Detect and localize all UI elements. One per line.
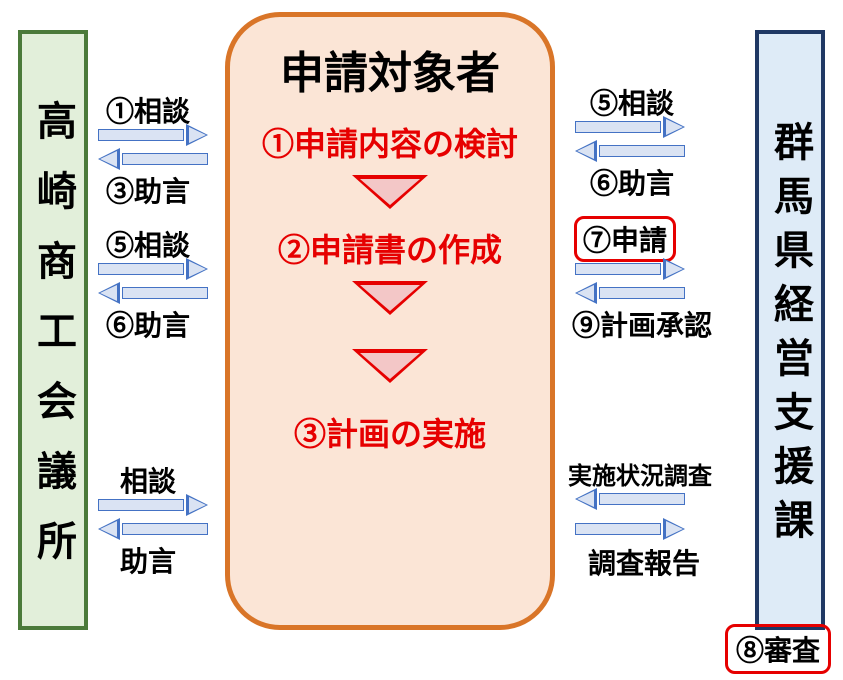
arrow-right-icon xyxy=(575,520,685,538)
down-arrow-icon xyxy=(352,281,428,315)
left-org-box: 高崎商工会議所 xyxy=(18,30,88,630)
right-label-2-top: ⑦申請 xyxy=(574,216,676,262)
arrow-left-icon xyxy=(575,490,685,508)
left-label-3-bottom: 助言 xyxy=(120,540,176,580)
down-arrow-icon xyxy=(352,175,428,209)
center-applicant-box: 申請対象者 ①申請内容の検討 ②申請書の作成 ③計画の実施 xyxy=(225,12,555,630)
right-label-3-top: 実施状況調査 xyxy=(568,456,712,491)
right-label-1-top: ⑤相談 xyxy=(590,82,674,122)
left-label-1-top: ①相談 xyxy=(106,90,190,130)
left-org-label: 高崎商工会議所 xyxy=(24,70,82,590)
down-arrow-icon xyxy=(352,349,428,383)
center-step-2: ②申請書の作成 xyxy=(278,225,502,271)
left-label-1-bottom: ③助言 xyxy=(106,170,190,210)
left-label-3-top: 相談 xyxy=(120,460,176,500)
left-label-2-bottom: ⑥助言 xyxy=(106,304,190,344)
arrow-right-icon xyxy=(575,260,685,278)
arrow-right-icon xyxy=(98,260,208,278)
center-step-1: ①申請内容の検討 xyxy=(262,119,518,165)
arrow-left-icon xyxy=(575,142,685,160)
right-org-label: 群馬県経営支援課 xyxy=(761,107,819,553)
right-label-2-bottom: ⑨計画承認 xyxy=(572,304,712,344)
right-org-box: 群馬県経営支援課 xyxy=(755,30,825,630)
center-title: 申請対象者 xyxy=(280,37,500,101)
right-label-1-bottom: ⑥助言 xyxy=(590,162,674,202)
arrow-left-icon xyxy=(98,150,208,168)
arrow-left-icon xyxy=(98,520,208,538)
audit-badge: ⑧審査 xyxy=(725,624,831,674)
arrow-right-icon xyxy=(98,496,208,514)
arrow-left-icon xyxy=(98,284,208,302)
arrow-right-icon xyxy=(98,126,208,144)
left-label-2-top: ⑤相談 xyxy=(106,224,190,264)
arrow-right-icon xyxy=(575,118,685,136)
right-label-3-bottom: 調査報告 xyxy=(588,542,700,582)
arrow-left-icon xyxy=(575,284,685,302)
center-step-3: ③計画の実施 xyxy=(294,409,486,455)
